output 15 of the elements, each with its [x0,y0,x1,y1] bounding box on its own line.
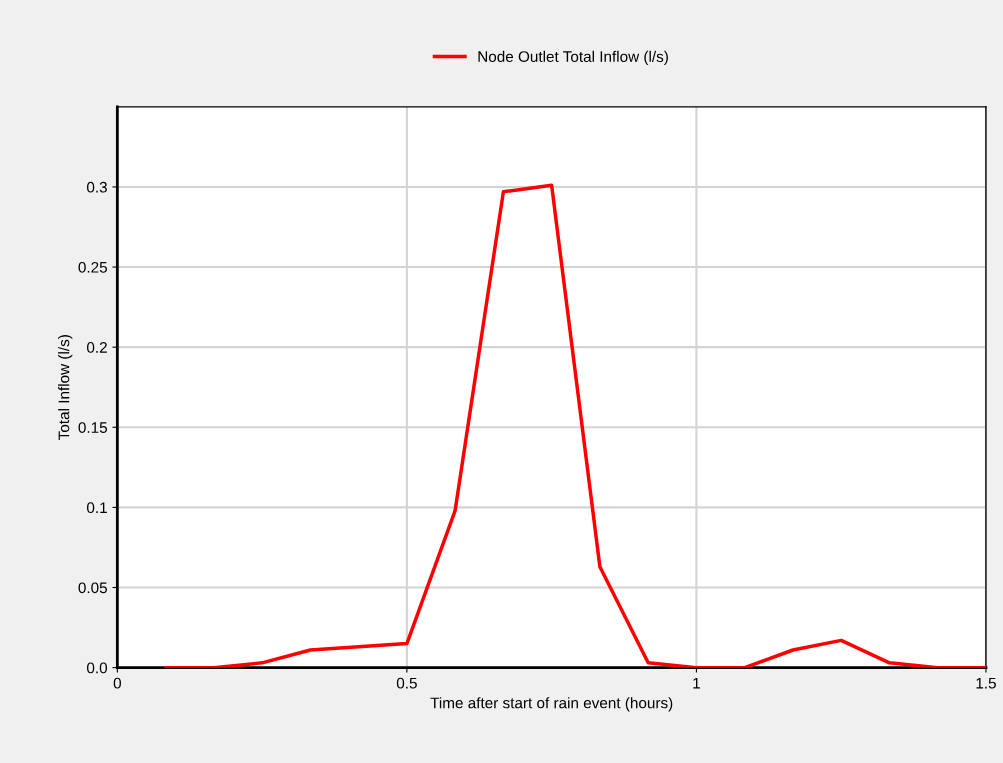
y-tick-label: 0.05 [78,582,107,594]
y-tick-label: 0.1 [86,502,107,514]
y-tick-label: 0.25 [78,261,107,273]
y-axis-title: Total Inflow (l/s) [58,335,73,440]
y-tick-label: 0.2 [86,342,107,353]
legend-label: Node Outlet Total Inflow (l/s) [478,50,668,66]
x-tick-label: 1 [693,677,700,689]
x-tick-label: 0 [113,677,121,689]
x-axis-title: Time after start of rain event (hours) [430,697,673,712]
y-tick-label: 0.15 [78,422,107,433]
x-tick-label: 1.5 [976,677,996,689]
line-series [163,183,986,668]
y-tick-label: 0.3 [86,181,107,193]
x-tick-label: 0.5 [396,677,417,689]
y-tick-label: 0.0 [86,662,108,674]
